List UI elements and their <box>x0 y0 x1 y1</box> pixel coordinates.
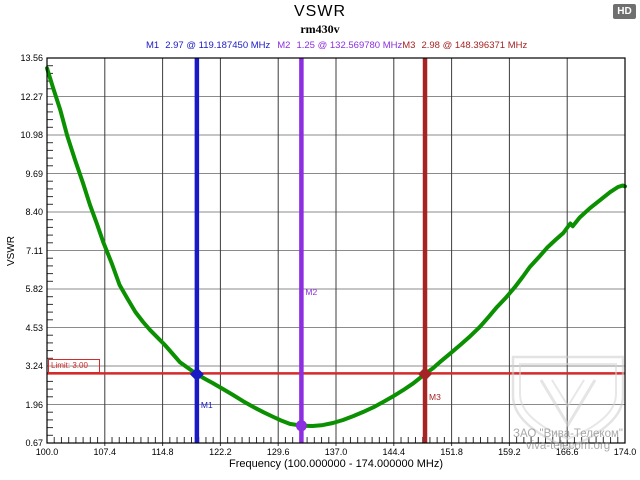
marker-symbol-m2[interactable] <box>295 420 307 432</box>
marker-symbol-m1[interactable] <box>189 367 204 382</box>
limit-label: Limit: 3.00 <box>48 359 100 373</box>
watermark-company: ЗАО "Вива-Телеком" <box>513 428 623 440</box>
page-subtitle: rm430v <box>300 22 340 36</box>
vswr-curve <box>45 66 627 428</box>
marker-info-label: M3 <box>402 40 416 51</box>
marker-info-m2: M2 1.25 @ 132.569780 MHz <box>277 40 402 51</box>
y-axis-title: VSWR <box>6 236 17 266</box>
marker-info-label: M1 <box>146 40 160 51</box>
marker-symbol-m3[interactable] <box>418 367 433 382</box>
page-title: VSWR <box>294 3 346 20</box>
hd-badge: HD <box>613 4 636 19</box>
marker-info-row: M1 2.97 @ 119.187450 MHz M2 1.25 @ 132.5697… <box>146 40 527 51</box>
plot-frame <box>46 57 626 444</box>
watermark-shield-logo <box>511 355 625 450</box>
marker-info-m1: M1 2.97 @ 119.187450 MHz <box>146 40 270 51</box>
watermark-url: viva-telecom.org <box>525 440 611 452</box>
marker-info-m3: M3 2.98 @ 148.396371 MHz <box>402 40 527 51</box>
x-axis-title: Frequency (100.000000 - 174.000000 MHz) <box>228 458 444 470</box>
marker-info-value: 2.97 @ 119.187450 MHz <box>165 40 271 51</box>
marker-info-value: 2.98 @ 148.396371 MHz <box>421 40 528 51</box>
marker-info-value: 1.25 @ 132.569780 MHz <box>296 40 403 51</box>
marker-info-label: M2 <box>277 40 291 51</box>
